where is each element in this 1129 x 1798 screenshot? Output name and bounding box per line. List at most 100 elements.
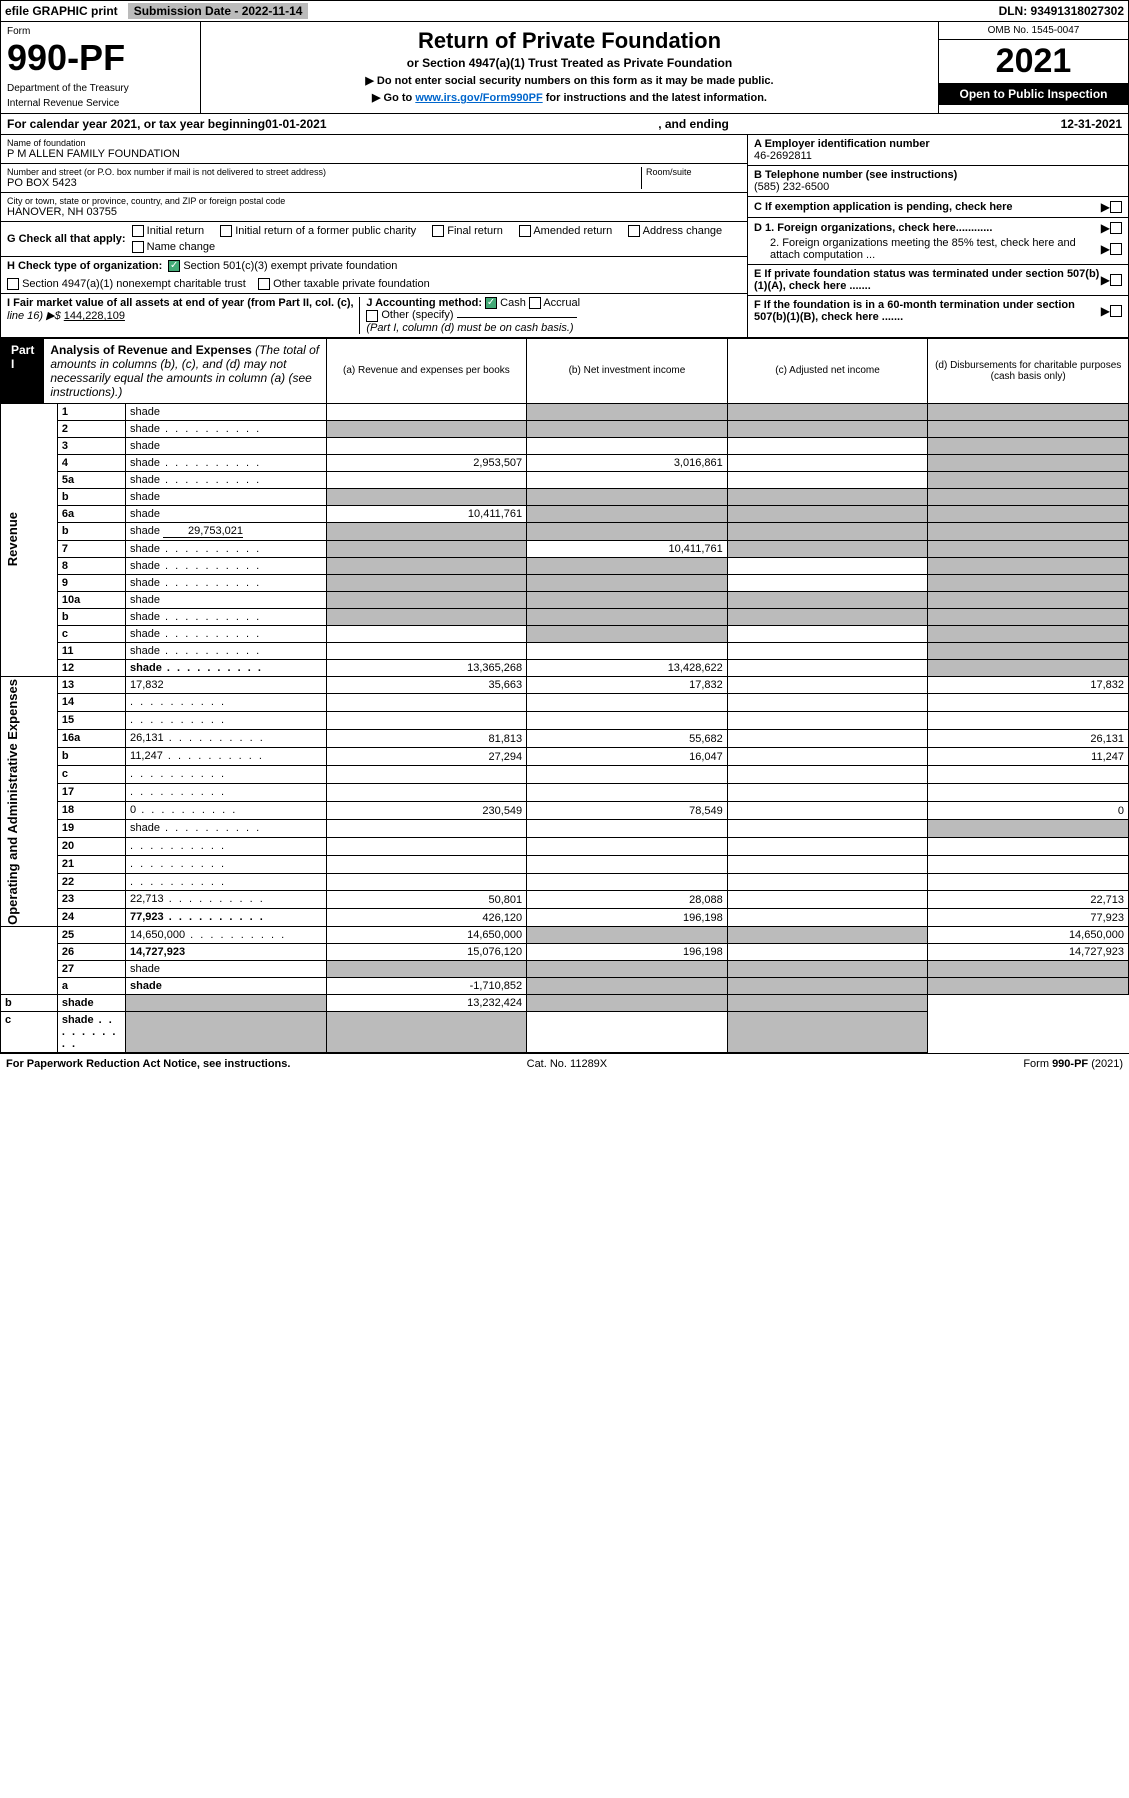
g-opt-address[interactable]: Address change	[628, 225, 722, 237]
table-row: b11,24727,29416,04711,247	[1, 748, 1129, 766]
table-row: 9shade	[1, 574, 1129, 591]
f-checkbox[interactable]	[1110, 305, 1122, 317]
fmv-value: 144,228,109	[64, 310, 125, 322]
table-row: bshade	[1, 488, 1129, 505]
header-center: Return of Private Foundation or Section …	[201, 22, 938, 113]
footer-left: For Paperwork Reduction Act Notice, see …	[6, 1058, 290, 1070]
dln-label: DLN: 93491318027302	[999, 4, 1124, 18]
footer-center: Cat. No. 11289X	[527, 1058, 608, 1070]
footer-right: Form 990-PF (2021)	[1023, 1058, 1123, 1070]
d1-checkbox[interactable]	[1110, 222, 1122, 234]
i-j-row: I Fair market value of all assets at end…	[1, 294, 747, 336]
d2-checkbox[interactable]	[1110, 243, 1122, 255]
table-row: 2322,71350,80128,08822,713	[1, 891, 1129, 909]
table-row: cshade	[1, 625, 1129, 642]
revenue-side-label: Revenue	[5, 512, 20, 566]
address-row: Number and street (or P.O. box number if…	[1, 164, 747, 193]
f-row: F If the foundation is in a 60-month ter…	[748, 296, 1128, 326]
dept-treasury: Department of the Treasury	[7, 83, 194, 94]
e-row: E If private foundation status was termi…	[748, 265, 1128, 296]
g-opt-final[interactable]: Final return	[432, 225, 503, 237]
part1-header: Part I Analysis of Revenue and Expenses …	[1, 339, 326, 403]
submission-date: Submission Date - 2022-11-14	[128, 3, 309, 19]
col-c-header: (c) Adjusted net income	[727, 338, 928, 403]
foundation-name-row: Name of foundation P M ALLEN FAMILY FOUN…	[1, 135, 747, 164]
table-row: 19shade	[1, 819, 1129, 837]
table-row: 17	[1, 784, 1129, 802]
table-row: 7shade10,411,761	[1, 540, 1129, 557]
entity-section: Name of foundation P M ALLEN FAMILY FOUN…	[0, 135, 1129, 338]
city-row: City or town, state or province, country…	[1, 193, 747, 222]
h-opt-4947[interactable]: Section 4947(a)(1) nonexempt charitable …	[7, 278, 741, 290]
table-row: bshade 29,753,021	[1, 522, 1129, 540]
top-bar: efile GRAPHIC print Submission Date - 20…	[0, 0, 1129, 22]
col-b-header: (b) Net investment income	[527, 338, 728, 403]
part1-table: Part I Analysis of Revenue and Expenses …	[0, 338, 1129, 1054]
j-other[interactable]: Other (specify)	[366, 309, 453, 321]
arrow-icon: ▶	[1101, 200, 1110, 214]
open-public: Open to Public Inspection	[939, 83, 1128, 105]
entity-left: Name of foundation P M ALLEN FAMILY FOUN…	[1, 135, 748, 337]
ein-row: A Employer identification number 46-2692…	[748, 135, 1128, 166]
form-number: 990-PF	[7, 37, 194, 79]
c-row: C If exemption application is pending, c…	[748, 197, 1128, 218]
efile-label: efile GRAPHIC print	[5, 4, 118, 18]
h-check-row: H Check type of organization: Section 50…	[1, 257, 747, 294]
g-check-row: G Check all that apply: Initial return I…	[1, 222, 747, 257]
table-row: 4shade2,953,5073,016,861	[1, 454, 1129, 471]
table-row: bshade	[1, 608, 1129, 625]
part1-title: Analysis of Revenue and Expenses (The to…	[44, 339, 325, 403]
table-row: 12shade13,365,26813,428,622	[1, 659, 1129, 676]
table-row: Revenue1shade	[1, 403, 1129, 420]
j-accrual[interactable]: Accrual	[529, 297, 580, 309]
g-opt-amended[interactable]: Amended return	[519, 225, 612, 237]
c-checkbox[interactable]	[1110, 201, 1122, 213]
table-row: 14	[1, 694, 1129, 712]
table-row: 180230,54978,5490	[1, 801, 1129, 819]
form-header: Form 990-PF Department of the Treasury I…	[0, 22, 1129, 114]
table-row: 8shade	[1, 557, 1129, 574]
header-left: Form 990-PF Department of the Treasury I…	[1, 22, 201, 113]
g-opt-initial[interactable]: Initial return	[132, 225, 205, 237]
table-row: 20	[1, 837, 1129, 855]
table-row: ashade-1,710,852	[1, 978, 1129, 995]
table-row: 15	[1, 712, 1129, 730]
table-row: 10ashade	[1, 591, 1129, 608]
omb-label: OMB No. 1545-0047	[939, 22, 1128, 40]
col-a-header: (a) Revenue and expenses per books	[326, 338, 527, 403]
table-row: 3shade	[1, 437, 1129, 454]
page-footer: For Paperwork Reduction Act Notice, see …	[0, 1053, 1129, 1074]
e-checkbox[interactable]	[1110, 274, 1122, 286]
phone-row: B Telephone number (see instructions) (5…	[748, 166, 1128, 197]
table-row: 2shade	[1, 420, 1129, 437]
j-cash[interactable]: Cash	[485, 297, 526, 309]
dept-irs: Internal Revenue Service	[7, 98, 194, 109]
table-row: 16a26,13181,81355,68226,131	[1, 730, 1129, 748]
form-subtitle: or Section 4947(a)(1) Trust Treated as P…	[207, 56, 932, 70]
table-row: 2477,923426,120196,19877,923	[1, 909, 1129, 927]
table-row: 6ashade10,411,761	[1, 505, 1129, 522]
calendar-year-row: For calendar year 2021, or tax year begi…	[0, 114, 1129, 135]
d-row: D 1. Foreign organizations, check here..…	[748, 218, 1128, 265]
table-row: 5ashade	[1, 471, 1129, 488]
h-opt-501c3[interactable]: Section 501(c)(3) exempt private foundat…	[168, 260, 397, 272]
table-row: 2614,727,92315,076,120196,19814,727,923	[1, 944, 1129, 961]
entity-right: A Employer identification number 46-2692…	[748, 135, 1128, 337]
form-title: Return of Private Foundation	[207, 28, 932, 54]
form-label: Form	[7, 26, 194, 37]
part1-label: Part I	[1, 339, 44, 403]
g-opt-initial-former[interactable]: Initial return of a former public charit…	[220, 225, 416, 237]
header-right: OMB No. 1545-0047 2021 Open to Public In…	[938, 22, 1128, 113]
table-row: cshade	[1, 1012, 1129, 1053]
col-d-header: (d) Disbursements for charitable purpose…	[928, 338, 1129, 403]
g-opt-name[interactable]: Name change	[132, 241, 216, 253]
table-row: 21	[1, 855, 1129, 873]
table-row: 27shade	[1, 961, 1129, 978]
tax-year: 2021	[939, 40, 1128, 83]
instr-2: ▶ Go to www.irs.gov/Form990PF for instru…	[207, 91, 932, 104]
table-row: 22	[1, 873, 1129, 891]
table-row: bshade13,232,424	[1, 995, 1129, 1012]
instr-1: ▶ Do not enter social security numbers o…	[207, 74, 932, 87]
table-row: Operating and Administrative Expenses131…	[1, 676, 1129, 694]
irs-link[interactable]: www.irs.gov/Form990PF	[415, 92, 542, 104]
